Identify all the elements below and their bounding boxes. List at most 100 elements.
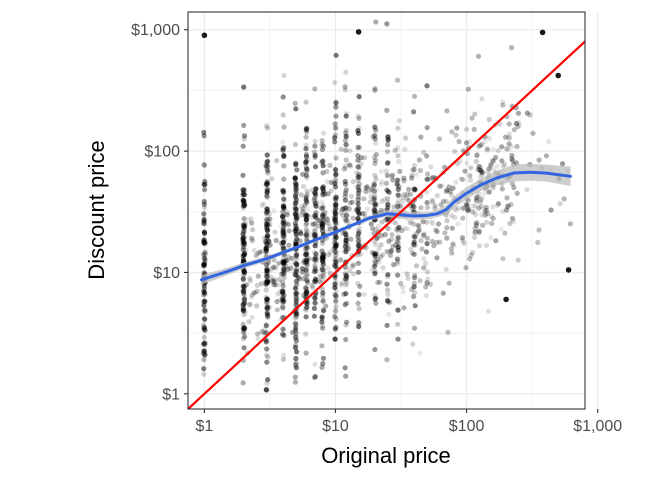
data-point — [281, 196, 287, 202]
data-point — [355, 157, 361, 163]
data-point — [304, 175, 310, 181]
data-point — [303, 267, 309, 273]
data-point — [451, 185, 457, 191]
data-point — [281, 205, 287, 211]
data-point — [304, 262, 310, 268]
data-point — [319, 221, 325, 227]
data-point — [262, 239, 268, 245]
data-point — [355, 197, 361, 203]
data-point — [355, 233, 361, 239]
data-point — [333, 316, 339, 322]
data-point — [373, 176, 379, 182]
data-point — [280, 224, 287, 230]
data-point — [423, 249, 429, 255]
data-point — [284, 209, 290, 215]
data-point — [464, 126, 470, 132]
data-point — [333, 216, 339, 222]
data-point — [312, 225, 318, 231]
data-point — [411, 241, 417, 248]
data-point — [373, 187, 380, 193]
data-point — [322, 191, 328, 197]
data-point — [355, 184, 361, 190]
data-point — [274, 298, 280, 305]
data-point — [509, 215, 516, 221]
data-point — [412, 232, 418, 238]
identity-diagonal — [188, 39, 585, 409]
data-point — [321, 308, 327, 314]
data-point — [364, 206, 370, 212]
data-point — [484, 147, 491, 153]
data-point — [342, 190, 349, 196]
data-point — [267, 216, 273, 222]
data-point — [241, 269, 247, 275]
data-point — [280, 296, 286, 303]
data-point — [294, 261, 300, 268]
data-point — [241, 270, 248, 276]
data-point — [333, 221, 339, 227]
y-axis-title: Discount price — [84, 140, 109, 279]
data-point — [395, 192, 401, 198]
data-point — [202, 340, 208, 346]
data-point — [394, 181, 400, 187]
data-point — [395, 203, 401, 209]
data-point — [530, 130, 536, 136]
data-point — [320, 192, 326, 198]
data-point — [264, 296, 270, 302]
data-point — [376, 259, 382, 265]
data-point — [281, 221, 287, 227]
data-point — [242, 221, 248, 227]
data-point — [272, 282, 278, 288]
data-point — [293, 355, 299, 362]
data-point — [356, 210, 362, 216]
data-point — [280, 146, 286, 152]
data-point — [479, 212, 485, 218]
data-point — [304, 199, 310, 205]
data-point — [331, 215, 337, 221]
data-point — [315, 204, 321, 210]
data-point — [423, 260, 429, 266]
data-point — [320, 214, 326, 220]
data-point — [241, 329, 247, 335]
data-point — [241, 239, 247, 245]
data-point — [356, 205, 362, 211]
data-point — [356, 125, 362, 131]
data-point — [294, 349, 300, 355]
data-point — [455, 221, 461, 227]
x-tick-label: $100 — [449, 418, 485, 435]
data-point — [303, 159, 309, 165]
data-point — [309, 187, 315, 193]
data-point — [449, 129, 455, 135]
data-point — [373, 203, 379, 209]
data-point — [320, 185, 326, 192]
panel-background — [188, 12, 585, 409]
data-point — [418, 205, 424, 211]
data-point — [280, 209, 286, 215]
data-point — [201, 198, 207, 205]
data-point — [241, 200, 247, 206]
data-point — [304, 236, 310, 242]
data-point — [304, 188, 310, 194]
data-point — [488, 162, 494, 168]
data-point — [240, 283, 246, 289]
data-point — [357, 283, 363, 289]
data-point — [333, 289, 339, 295]
data-point — [240, 380, 246, 386]
data-point — [300, 206, 307, 212]
data-point — [405, 226, 411, 232]
data-point — [241, 297, 247, 304]
data-point — [293, 253, 299, 259]
data-point — [333, 249, 339, 255]
data-point — [293, 260, 299, 266]
data-point — [480, 222, 486, 228]
data-point — [411, 162, 418, 169]
data-point — [281, 238, 287, 245]
data-point — [473, 195, 480, 201]
data-point — [312, 300, 318, 306]
data-point — [275, 291, 281, 297]
data-point — [343, 205, 349, 211]
data-point — [301, 183, 307, 190]
data-point — [391, 204, 397, 210]
data-point — [300, 171, 306, 177]
data-point — [264, 122, 270, 129]
data-point — [292, 100, 298, 106]
